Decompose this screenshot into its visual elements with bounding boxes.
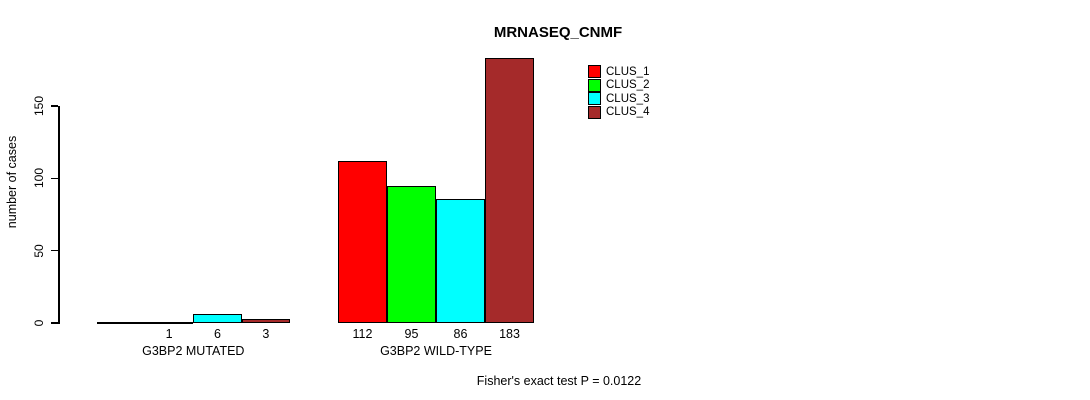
bar-clus_2 xyxy=(144,321,194,324)
legend-item: CLUS_1 xyxy=(588,65,649,79)
y-tick xyxy=(51,105,58,107)
y-tick xyxy=(51,322,58,324)
y-tick xyxy=(51,177,58,180)
bar-clus_3 xyxy=(193,314,242,323)
bar-value-label: 86 xyxy=(453,327,468,341)
bar-clus_1 xyxy=(96,322,145,324)
bar-value-label: 1 xyxy=(165,327,173,341)
y-tick-label: 0 xyxy=(32,319,46,327)
bar-value-label: 183 xyxy=(499,327,520,341)
bar-value-label: 112 xyxy=(352,327,373,341)
legend-item: CLUS_4 xyxy=(588,105,650,120)
bar-clus_1 xyxy=(338,160,387,323)
legend-label: CLUS_3 xyxy=(606,92,650,105)
legend-swatch-icon xyxy=(588,92,601,106)
group-label: G3BP2 WILD-TYPE xyxy=(380,344,492,358)
legend: CLUS_1 CLUS_2 CLUS_3 CLUS_4 xyxy=(588,65,649,119)
legend-label: CLUS_1 xyxy=(606,65,650,78)
bar-clus_2 xyxy=(387,185,436,323)
y-tick xyxy=(51,249,58,252)
bar-value-label: 3 xyxy=(262,327,270,341)
legend-label: CLUS_2 xyxy=(606,79,650,92)
y-axis-label: number of cases xyxy=(5,135,19,229)
legend-swatch-icon xyxy=(588,65,601,79)
y-tick-label: 50 xyxy=(32,243,46,258)
legend-item: CLUS_3 xyxy=(588,92,649,106)
y-tick-label: 150 xyxy=(32,95,46,117)
bar-clus_4 xyxy=(241,318,291,323)
legend-item: CLUS_2 xyxy=(588,78,650,93)
legend-swatch-icon xyxy=(588,105,601,119)
bar-clus_3 xyxy=(436,198,485,323)
bar-clus_4 xyxy=(485,58,534,323)
chart-title: MRNASEQ_CNMF xyxy=(493,24,623,41)
legend-swatch-icon xyxy=(588,78,601,92)
group-label: G3BP2 MUTATED xyxy=(142,344,245,358)
bar-value-label: 95 xyxy=(404,327,419,341)
y-axis-line xyxy=(58,106,60,324)
footer-annotation: Fisher's exact test P = 0.0122 xyxy=(476,374,642,388)
y-tick-label: 100 xyxy=(32,168,46,189)
bar-value-label: 6 xyxy=(214,327,221,341)
legend-label: CLUS_4 xyxy=(606,106,650,119)
